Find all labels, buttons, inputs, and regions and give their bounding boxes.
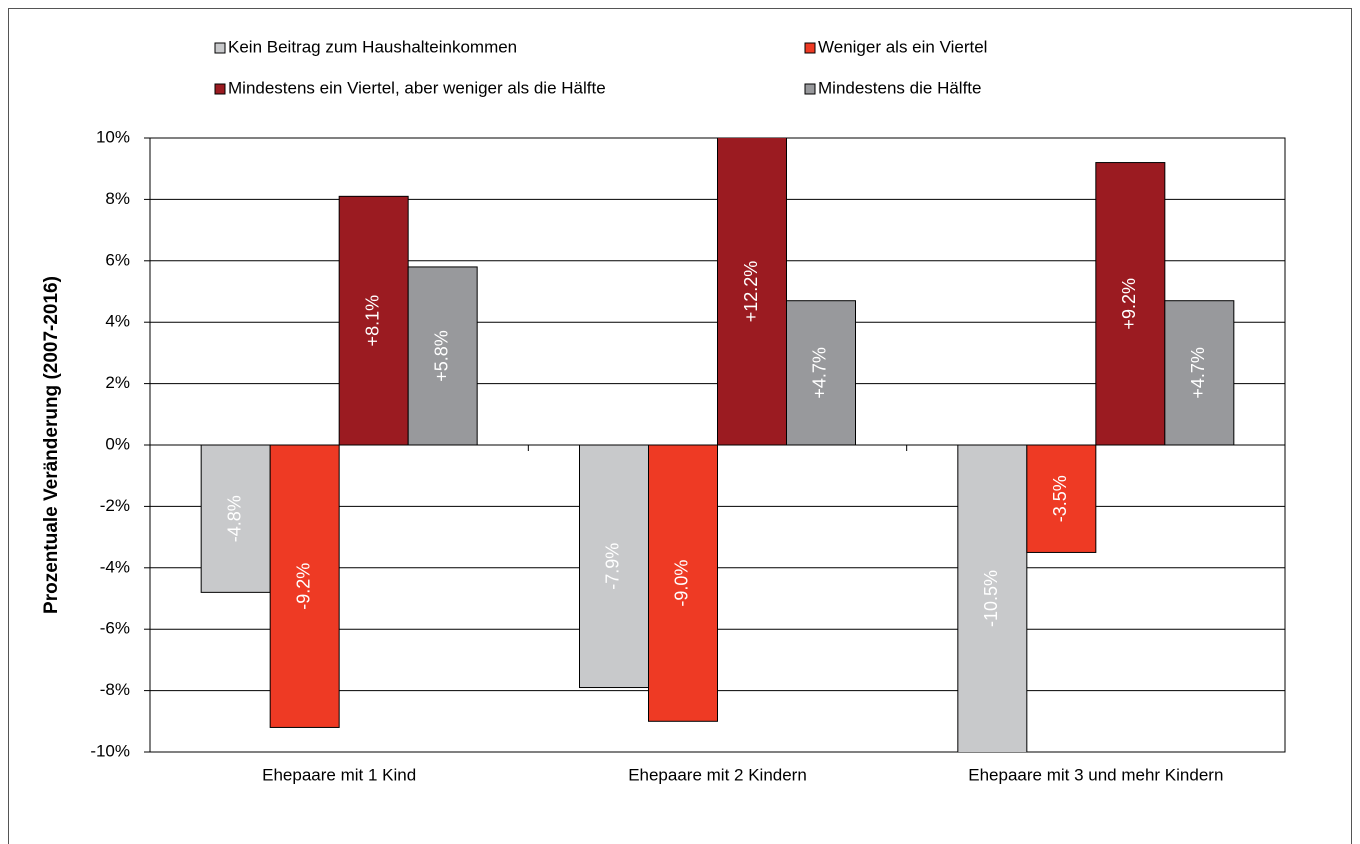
y-tick-label: -6% <box>100 619 130 638</box>
data-label: +12.2% <box>741 261 761 323</box>
y-tick-label: -2% <box>100 496 130 515</box>
legend-swatch <box>804 42 816 54</box>
bar <box>1095 162 1166 446</box>
y-tick-label: 2% <box>105 373 130 392</box>
data-label: +9.2% <box>1119 278 1139 330</box>
y-tick-label: 8% <box>105 189 130 208</box>
frame <box>8 8 1352 844</box>
data-label: -9.2% <box>293 563 313 610</box>
x-tick-label: Ehepaare mit 3 und mehr Kindern <box>968 765 1223 784</box>
y-tick-label: -4% <box>100 557 130 576</box>
data-label: -3.5% <box>1050 475 1070 522</box>
data-label: +4.7% <box>1188 347 1208 399</box>
legend-swatch <box>804 83 816 95</box>
y-tick-label: 10% <box>96 127 130 146</box>
bar <box>579 444 649 689</box>
bar <box>717 138 787 446</box>
y-axis-title: Prozentuale Veränderung (2007-2016) <box>41 276 62 614</box>
bar <box>957 444 1028 752</box>
y-tick-label: 0% <box>105 434 130 453</box>
legend-swatch <box>214 42 226 54</box>
bar <box>786 300 856 446</box>
bar <box>1026 444 1097 553</box>
bar <box>1164 300 1235 446</box>
y-tick-label: 6% <box>105 250 130 269</box>
legend-swatch <box>214 83 226 95</box>
data-label: +4.7% <box>810 347 830 399</box>
y-tick-label: 4% <box>105 312 130 331</box>
data-label: -7.9% <box>603 543 623 590</box>
x-tick-label: Ehepaare mit 2 Kindern <box>628 765 807 784</box>
data-label: -4.8% <box>224 495 244 542</box>
x-tick-label: Ehepaare mit 1 Kind <box>262 765 416 784</box>
data-label: +8.1% <box>362 295 382 347</box>
legend-label: Kein Beitrag zum Haushalteinkommen <box>228 37 517 56</box>
bar <box>648 444 718 722</box>
y-tick-label: -8% <box>100 680 130 699</box>
bar <box>200 444 271 593</box>
bar <box>269 444 340 728</box>
data-label: +5.8% <box>431 330 451 382</box>
data-label: -9.0% <box>672 560 692 607</box>
legend-label: Mindestens die Hälfte <box>818 78 981 97</box>
legend-label: Weniger als ein Viertel <box>818 37 987 56</box>
bar <box>407 266 478 446</box>
legend-label: Mindestens ein Viertel, aber weniger als… <box>228 78 606 97</box>
data-label: -10.5% <box>981 570 1001 627</box>
bars <box>200 138 1235 752</box>
y-tick-label: -10% <box>90 741 130 760</box>
